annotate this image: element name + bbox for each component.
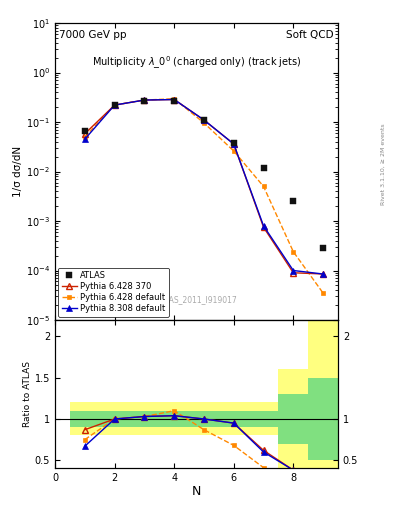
Bar	[219, 411, 249, 427]
Bar	[249, 402, 278, 436]
ATLAS	[291, 198, 296, 204]
Text: Rivet 3.1.10, ≥ 2M events: Rivet 3.1.10, ≥ 2M events	[381, 123, 386, 205]
Bar	[159, 411, 189, 427]
Bar	[189, 411, 219, 427]
ATLAS	[261, 164, 266, 170]
Line: Pythia 8.308 default: Pythia 8.308 default	[82, 96, 326, 277]
Pythia 6.428 default	[202, 120, 206, 126]
Bar	[308, 378, 338, 460]
Pythia 8.308 default	[112, 102, 117, 108]
Legend: ATLAS, Pythia 6.428 370, Pythia 6.428 default, Pythia 8.308 default: ATLAS, Pythia 6.428 370, Pythia 6.428 de…	[58, 268, 169, 316]
Text: Soft QCD: Soft QCD	[286, 31, 334, 40]
Pythia 6.428 370	[112, 102, 117, 108]
Pythia 6.428 370	[142, 97, 147, 103]
Pythia 6.428 default	[142, 97, 147, 103]
Pythia 6.428 default	[231, 148, 236, 154]
Pythia 8.308 default	[142, 97, 147, 103]
Bar	[278, 394, 308, 444]
Bar	[219, 402, 249, 436]
Pythia 6.428 370	[202, 117, 206, 123]
Bar	[249, 411, 278, 427]
Pythia 8.308 default	[83, 136, 87, 142]
Text: Multiplicity $\lambda\_0^0$ (charged only) (track jets): Multiplicity $\lambda\_0^0$ (charged onl…	[92, 54, 301, 71]
Y-axis label: 1/σ dσ/dN: 1/σ dσ/dN	[13, 146, 23, 197]
Bar	[100, 411, 129, 427]
Bar	[129, 402, 159, 436]
Bar	[278, 370, 308, 468]
Pythia 6.428 default	[83, 134, 87, 140]
Text: 7000 GeV pp: 7000 GeV pp	[59, 31, 127, 40]
Pythia 8.308 default	[202, 117, 206, 123]
Pythia 6.428 370	[83, 131, 87, 137]
Pythia 8.308 default	[291, 267, 296, 273]
ATLAS	[231, 140, 236, 146]
ATLAS	[172, 98, 176, 104]
Bar	[70, 402, 100, 436]
Pythia 6.428 370	[172, 96, 176, 102]
ATLAS	[142, 98, 147, 104]
Pythia 6.428 default	[261, 183, 266, 189]
Bar	[159, 402, 189, 436]
Y-axis label: Ratio to ATLAS: Ratio to ATLAS	[23, 361, 32, 427]
Text: ATLAS_2011_I919017: ATLAS_2011_I919017	[156, 295, 237, 304]
Pythia 6.428 370	[231, 141, 236, 147]
X-axis label: N: N	[192, 485, 201, 498]
Pythia 6.428 default	[321, 290, 325, 296]
ATLAS	[83, 128, 87, 134]
Pythia 6.428 370	[291, 270, 296, 276]
Line: Pythia 6.428 370: Pythia 6.428 370	[82, 96, 326, 277]
Bar	[70, 411, 100, 427]
ATLAS	[112, 102, 117, 108]
Pythia 6.428 default	[112, 102, 117, 108]
Pythia 6.428 370	[321, 271, 325, 277]
Bar	[308, 320, 338, 501]
Pythia 8.308 default	[231, 141, 236, 147]
Bar	[100, 402, 129, 436]
Bar	[129, 411, 159, 427]
Pythia 6.428 default	[291, 249, 296, 255]
Pythia 6.428 370	[261, 224, 266, 230]
Pythia 8.308 default	[261, 223, 266, 229]
Pythia 8.308 default	[172, 96, 176, 102]
ATLAS	[202, 117, 206, 123]
ATLAS	[321, 245, 325, 251]
Pythia 6.428 default	[172, 96, 176, 102]
Pythia 8.308 default	[321, 271, 325, 277]
Line: ATLAS: ATLAS	[82, 98, 326, 251]
Line: Pythia 6.428 default: Pythia 6.428 default	[83, 96, 325, 295]
Bar	[189, 402, 219, 436]
